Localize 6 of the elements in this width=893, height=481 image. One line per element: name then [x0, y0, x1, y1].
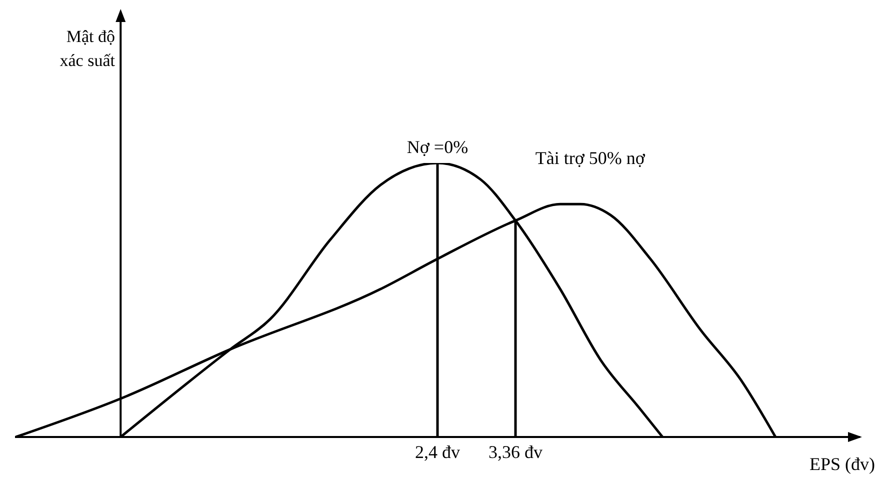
x-tick-label: 3,36 đv	[488, 442, 542, 462]
text: Mật độ xác suất	[60, 27, 116, 70]
text: Tài trợ 50% nợ	[535, 148, 646, 168]
x-tick-label: 2,4 đv	[415, 442, 460, 462]
x-axis-title: EPS (đv)	[809, 454, 875, 474]
series-label: Nợ =0%	[406, 137, 468, 157]
